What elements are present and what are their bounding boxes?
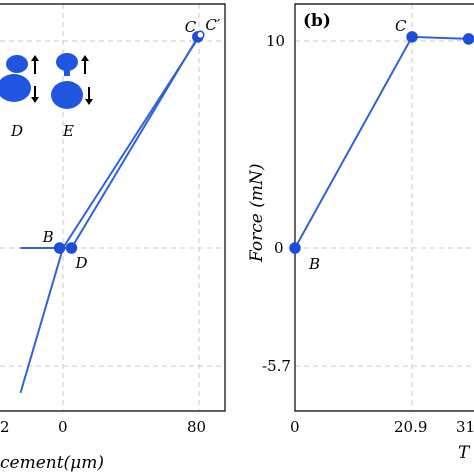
- panel-a-point-label-B: B: [42, 228, 54, 246]
- panel-a-point-D: [65, 242, 78, 254]
- panel-a: D E B D C C′ 2 0 80 cement(μm): [0, 3, 226, 473]
- panel-b-point-label-B: B: [308, 255, 320, 273]
- panel-a-point-label-C: C: [185, 18, 197, 36]
- panel-b-ytick-10: 10: [266, 32, 285, 50]
- panel-a-point-label-D: D: [75, 254, 88, 272]
- panel-b-title: (b): [303, 11, 331, 31]
- inset-e-cell-top: [56, 53, 78, 71]
- panel-a-xtick-1: 0: [58, 418, 68, 436]
- panel-a-series-line-2: [70, 34, 202, 249]
- panel-b-xlabel: T: [458, 443, 471, 463]
- panel-a-xtick-0: 2: [0, 418, 10, 436]
- inset-d-cell-bottom: [0, 74, 31, 102]
- panel-b-series: [294, 35, 474, 249]
- panel-b-points: BC: [289, 17, 474, 273]
- panel-b-point-B: [289, 242, 301, 254]
- panel-b: (b) BC 10 0 -5.7 0 20.9 31 T Force (mN): [247, 3, 474, 463]
- panel-a-points: B D C C′: [42, 16, 221, 272]
- panel-b-ylabel: Force (mN): [247, 164, 267, 263]
- panel-b-xtick-2: 31: [456, 418, 474, 436]
- panel-b-point-label-C: C: [395, 17, 407, 35]
- panel-a-point-label-Cprime: C′: [205, 16, 220, 34]
- panel-b-frame: [294, 3, 474, 412]
- inset-e-cell-bottom: [51, 81, 83, 109]
- cell-sketch-inset: D E: [0, 53, 93, 140]
- panel-b-xtick-0: 0: [290, 418, 300, 436]
- panel-b-series-line-0: [294, 35, 474, 249]
- panel-b-point-2: [462, 33, 474, 45]
- panel-a-frame: [0, 3, 226, 412]
- inset-label-d: D: [10, 122, 23, 140]
- panel-a-xtick-2: 80: [187, 418, 206, 436]
- panel-b-ytick-0: 0: [274, 239, 284, 257]
- panel-b-point-C: [406, 31, 418, 43]
- panel-a-point-Cprime: [196, 30, 205, 40]
- panel-a-point-B: [53, 242, 66, 254]
- panel-b-ytick-neg: -5.7: [262, 357, 291, 375]
- panel-a-series: [19, 34, 202, 394]
- panel-a-xlabel: cement(μm): [0, 453, 104, 473]
- inset-label-e: E: [62, 122, 74, 140]
- inset-e-neck: [64, 68, 70, 76]
- panel-a-series-line-1: [19, 34, 202, 394]
- inset-d-cell-top: [6, 55, 28, 73]
- panel-b-xtick-1: 20.9: [394, 418, 427, 436]
